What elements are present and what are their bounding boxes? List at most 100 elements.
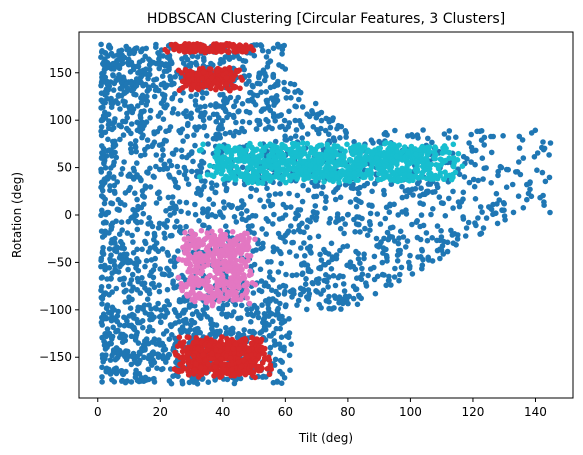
noise-point: [192, 143, 198, 149]
noise-point: [157, 196, 163, 202]
cluster-1-point: [267, 372, 273, 378]
noise-point: [153, 42, 159, 48]
noise-point: [424, 230, 430, 236]
noise-point: [105, 80, 111, 86]
noise-point: [234, 219, 240, 225]
noise-point: [375, 274, 381, 280]
cluster-3-point: [357, 152, 363, 158]
cluster-3-point: [323, 165, 329, 171]
cluster-3-point: [228, 161, 234, 167]
noise-point: [225, 302, 231, 308]
noise-point: [242, 129, 248, 135]
cluster-3-point: [221, 163, 227, 169]
noise-point: [112, 116, 118, 122]
noise-point: [152, 244, 158, 250]
noise-point: [146, 56, 152, 62]
cluster-3-point: [217, 144, 223, 150]
noise-point: [420, 127, 426, 133]
cluster-1-point: [199, 82, 205, 88]
noise-point: [99, 169, 105, 175]
noise-point: [158, 157, 164, 163]
noise-point: [279, 51, 285, 57]
noise-point: [144, 337, 150, 343]
cluster-2-point: [203, 283, 209, 289]
noise-point: [132, 327, 138, 333]
cluster-3-point: [228, 171, 234, 177]
noise-point: [406, 260, 412, 266]
cluster-2-point: [202, 236, 208, 242]
cluster-3-point: [249, 166, 255, 172]
noise-point: [524, 182, 530, 188]
noise-point: [102, 201, 108, 207]
noise-point: [307, 291, 313, 297]
noise-point: [129, 379, 135, 385]
noise-point: [480, 176, 486, 182]
noise-point: [293, 104, 299, 110]
noise-point: [112, 190, 118, 196]
noise-point: [223, 223, 229, 229]
cluster-3-point: [276, 153, 282, 159]
noise-point: [164, 328, 170, 334]
noise-point: [122, 299, 128, 305]
cluster-3-point: [396, 176, 402, 182]
noise-point: [145, 328, 151, 334]
cluster-3-point: [431, 155, 437, 161]
noise-point: [133, 218, 139, 224]
noise-point: [140, 306, 146, 312]
cluster-3-point: [329, 172, 335, 178]
noise-point: [470, 148, 476, 154]
noise-point: [283, 66, 289, 72]
noise-point: [110, 121, 116, 127]
noise-point: [445, 249, 451, 255]
cluster-1-point: [177, 88, 183, 94]
noise-point: [279, 380, 285, 386]
noise-point: [312, 183, 318, 189]
noise-point: [126, 323, 132, 329]
cluster-1-point: [198, 365, 204, 371]
noise-point: [227, 56, 233, 62]
cluster-2-point: [189, 281, 195, 287]
noise-point: [194, 92, 200, 98]
noise-point: [199, 187, 205, 193]
noise-point: [263, 231, 269, 237]
noise-point: [518, 172, 524, 178]
noise-point: [192, 202, 198, 208]
noise-point: [140, 57, 146, 63]
noise-point: [342, 288, 348, 294]
cluster-3-point: [299, 147, 305, 153]
noise-point: [286, 335, 292, 341]
noise-point: [253, 187, 259, 193]
cluster-1-point: [183, 68, 189, 74]
noise-point: [322, 205, 328, 211]
cluster-1-point: [174, 368, 180, 374]
cluster-1-point: [179, 44, 185, 50]
noise-point: [265, 64, 271, 70]
cluster-3-point: [313, 178, 319, 184]
cluster-1-point: [180, 342, 186, 348]
cluster-3-point: [394, 159, 400, 165]
noise-point: [380, 272, 386, 278]
noise-point: [130, 354, 136, 360]
noise-point: [231, 104, 237, 110]
noise-point: [293, 216, 299, 222]
noise-point: [498, 164, 504, 170]
noise-point: [219, 126, 225, 132]
noise-point: [271, 74, 277, 80]
cluster-3-point: [450, 172, 456, 178]
noise-point: [343, 134, 349, 140]
noise-point: [293, 133, 299, 139]
noise-point: [435, 223, 441, 229]
noise-point: [488, 134, 494, 140]
noise-point: [438, 228, 444, 234]
noise-point: [316, 302, 322, 308]
noise-point: [257, 81, 263, 87]
cluster-3-point: [352, 170, 358, 176]
noise-point: [329, 257, 335, 263]
noise-point: [163, 129, 169, 135]
noise-point: [354, 204, 360, 210]
noise-point: [265, 259, 271, 265]
noise-point: [287, 367, 293, 373]
noise-point: [116, 349, 122, 355]
noise-point: [115, 207, 121, 213]
noise-point: [295, 193, 301, 199]
